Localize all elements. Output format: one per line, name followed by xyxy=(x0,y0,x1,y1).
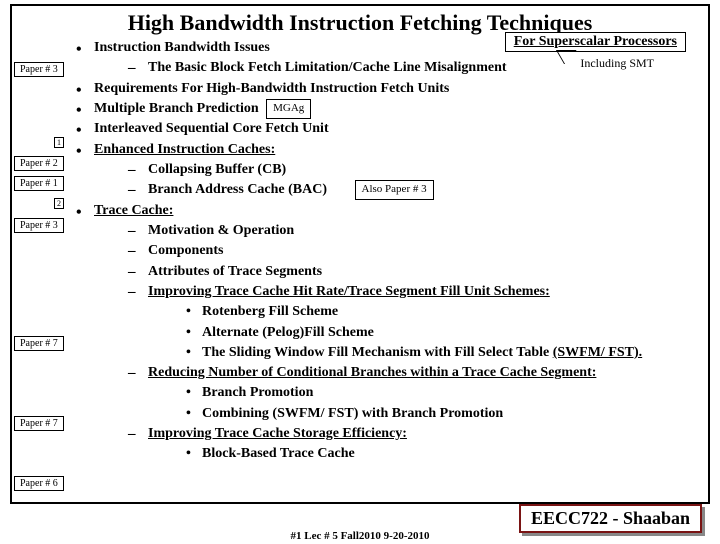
tag-paper-6: Paper # 6 xyxy=(14,476,64,491)
item-motivation: Motivation & Operation xyxy=(128,221,698,241)
tag-paper-3b: Paper # 3 xyxy=(14,218,64,233)
item-block-based: Block-Based Trace Cache xyxy=(186,444,698,464)
item-attributes: Attributes of Trace Segments xyxy=(128,262,698,282)
tag-paper-1: Paper # 1 xyxy=(14,176,64,191)
item-branch-promotion: Branch Promotion xyxy=(186,383,698,403)
item-swfm: The Sliding Window Fill Mechanism with F… xyxy=(186,343,698,363)
item-cb: Collapsing Buffer (CB) xyxy=(128,160,698,180)
tag-num-1: 1 xyxy=(54,137,64,148)
slide-frame: High Bandwidth Instruction Fetching Tech… xyxy=(10,4,710,504)
course-box: EECC722 - Shaaban xyxy=(519,504,702,533)
outline-list: Instruction Bandwidth Issues The Basic B… xyxy=(76,38,698,465)
item-components: Components xyxy=(128,241,698,261)
item-requirements: Requirements For High-Bandwidth Instruct… xyxy=(76,79,698,99)
item-interleaved: Interleaved Sequential Core Fetch Unit xyxy=(76,119,698,139)
item-combining: Combining (SWFM/ FST) with Branch Promot… xyxy=(186,404,698,424)
item-branch-prediction: Multiple Branch Prediction MGAg xyxy=(76,99,698,119)
item-fill-schemes: Improving Trace Cache Hit Rate/Trace Seg… xyxy=(128,282,698,363)
item-trace-cache: Trace Cache: Motivation & Operation Comp… xyxy=(76,201,698,465)
tag-paper-7b: Paper # 7 xyxy=(14,416,64,431)
item-bac: Branch Address Cache (BAC) Also Paper # … xyxy=(128,180,698,200)
tag-paper-3a: Paper # 3 xyxy=(14,62,64,77)
tag-mgag: MGAg xyxy=(266,99,311,119)
item-reduce-branches: Reducing Number of Conditional Branches … xyxy=(128,363,698,424)
item-bandwidth-issues: Instruction Bandwidth Issues The Basic B… xyxy=(76,38,698,79)
tag-paper-7a: Paper # 7 xyxy=(14,336,64,351)
item-rotenberg: Rotenberg Fill Scheme xyxy=(186,302,698,322)
item-basic-block: The Basic Block Fetch Limitation/Cache L… xyxy=(128,58,698,78)
tag-paper-2: Paper # 2 xyxy=(14,156,64,171)
item-enhanced-caches: Enhanced Instruction Caches: Collapsing … xyxy=(76,140,698,201)
tag-also-paper3: Also Paper # 3 xyxy=(355,180,434,200)
item-storage-eff: Improving Trace Cache Storage Efficiency… xyxy=(128,424,698,465)
tag-num-2: 2 xyxy=(54,198,64,209)
item-pelog: Alternate (Pelog)Fill Scheme xyxy=(186,323,698,343)
